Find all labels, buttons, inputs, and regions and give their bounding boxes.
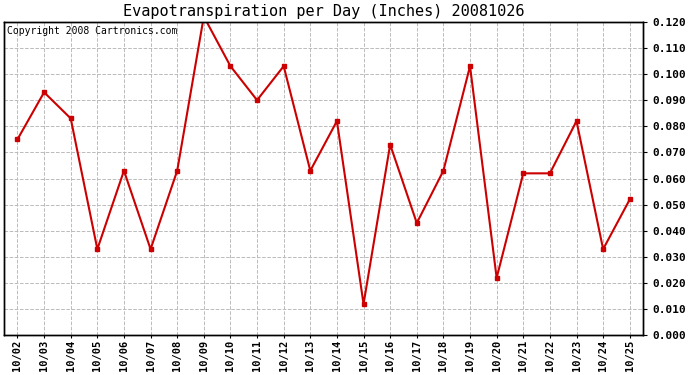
Text: Copyright 2008 Cartronics.com: Copyright 2008 Cartronics.com — [8, 26, 178, 36]
Title: Evapotranspiration per Day (Inches) 20081026: Evapotranspiration per Day (Inches) 2008… — [123, 4, 524, 19]
